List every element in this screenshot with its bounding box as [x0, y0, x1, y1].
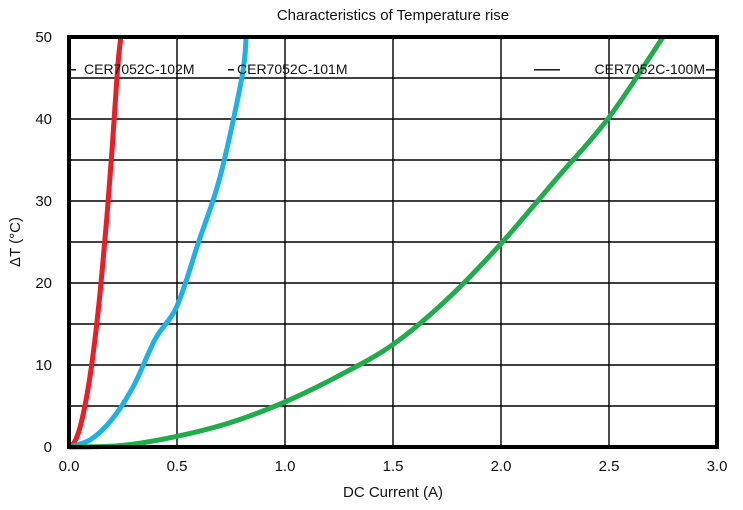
y-tick-label: 40 — [35, 111, 52, 128]
series-line-3 — [68, 35, 666, 450]
x-tick-label: 1.0 — [275, 458, 296, 475]
chart-title: Characteristics of Temperature rise — [277, 7, 509, 24]
series-line-1 — [67, 36, 124, 449]
y-tick-label: 20 — [35, 275, 52, 292]
x-tick-label: 0.5 — [167, 458, 188, 475]
x-tick-label: 2.5 — [599, 458, 620, 475]
grid — [69, 37, 717, 447]
series-labels: CER7052C-102M CER7052C-101M CER7052C-100M — [84, 61, 705, 77]
y-axis-title: ΔT (°C) — [7, 217, 24, 267]
y-tick-labels: 0 10 20 30 40 50 — [35, 29, 52, 456]
x-tick-label: 3.0 — [707, 458, 728, 475]
plot-frame — [67, 35, 719, 449]
y-tick-label: 30 — [35, 193, 52, 210]
x-axis-title: DC Current (A) — [343, 484, 443, 501]
x-tick-labels: 0.0 0.5 1.0 1.5 2.0 2.5 3.0 — [59, 458, 728, 475]
y-tick-label: 50 — [35, 29, 52, 46]
y-tick-label: 10 — [35, 357, 52, 374]
x-tick-label: 1.5 — [383, 458, 404, 475]
series-label-2: CER7052C-101M — [237, 61, 348, 77]
x-tick-label: 0.0 — [59, 458, 80, 475]
series-label-1: CER7052C-102M — [84, 61, 195, 77]
series-label-3: CER7052C-100M — [595, 61, 706, 77]
y-tick-label: 0 — [44, 439, 52, 456]
x-tick-label: 2.0 — [491, 458, 512, 475]
series-line-2 — [68, 36, 249, 450]
series-layer — [67, 35, 666, 450]
